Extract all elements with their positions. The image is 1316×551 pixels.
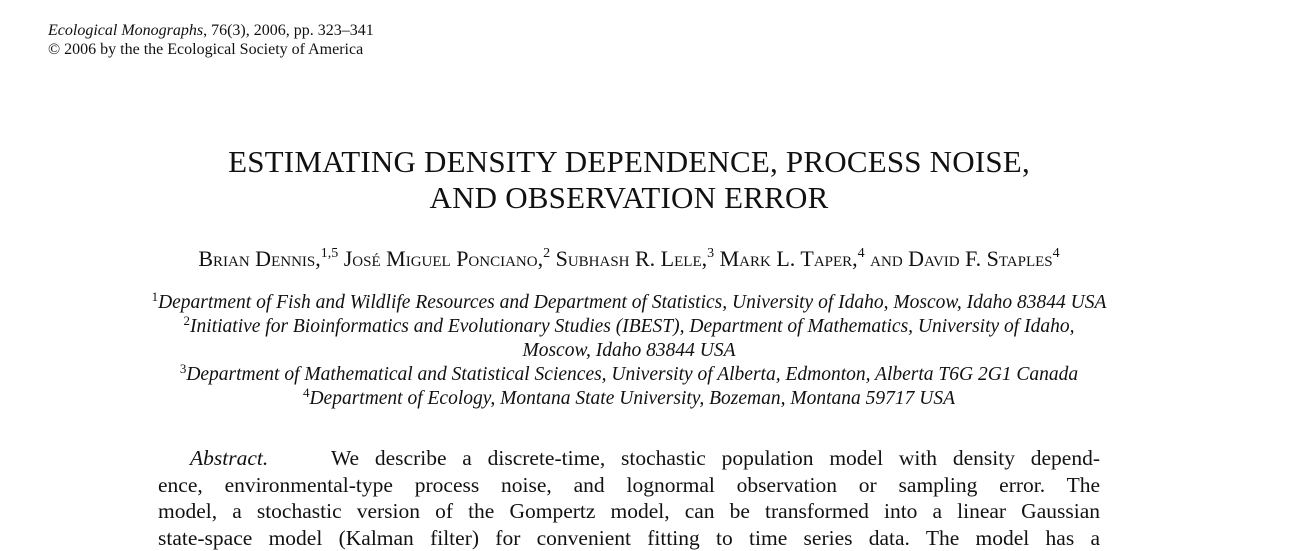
affiliation-text: Department of Mathematical and Statistic… [186, 364, 1078, 385]
copyright-line: © 2006 by the the Ecological Society of … [48, 40, 374, 59]
title-line-1: ESTIMATING DENSITY DEPENDENCE, PROCESS N… [0, 144, 1258, 180]
affiliation-item: 1Department of Fish and Wildlife Resourc… [0, 291, 1258, 315]
paper-title: ESTIMATING DENSITY DEPENDENCE, PROCESS N… [0, 144, 1258, 216]
abstract-line: ence, environmental-type process noise, … [158, 472, 1100, 499]
abstract-text: We describe a discrete-time, stochastic … [331, 446, 1100, 470]
affiliation-text: Initiative for Bioinformatics and Evolut… [190, 316, 1074, 337]
affiliation-item: 4Department of Ecology, Montana State Un… [0, 387, 1258, 411]
affiliation-continuation: Moscow, Idaho 83844 USA [0, 339, 1258, 363]
abstract-line: Abstract. We describe a discrete-time, s… [158, 445, 1100, 472]
journal-citation-line: Ecological Monographs, 76(3), 2006, pp. … [48, 21, 374, 40]
author-name: Mark L. Taper, [714, 246, 858, 271]
author-name: Brian Dennis, [198, 246, 320, 271]
affiliation-list: 1Department of Fish and Wildlife Resourc… [0, 291, 1258, 411]
author-name: Subhash R. Lele, [550, 246, 707, 271]
abstract-line: state-space model (Kalman filter) for co… [158, 525, 1100, 551]
affiliation-text: Department of Ecology, Montana State Uni… [309, 388, 955, 409]
abstract-label: Abstract. [190, 446, 268, 470]
title-line-2: AND OBSERVATION ERROR [0, 180, 1258, 216]
author-name: José Miguel Ponciano, [338, 246, 543, 271]
author-affiliation-marker: 4 [858, 246, 865, 261]
author-affiliation-marker: 1,5 [321, 246, 339, 261]
abstract-line: model, a stochastic version of the Gompe… [158, 498, 1100, 525]
affiliation-text: Department of Fish and Wildlife Resource… [158, 292, 1106, 313]
affiliation-item: 2Initiative for Bioinformatics and Evolu… [0, 315, 1258, 339]
affiliation-item: 3Department of Mathematical and Statisti… [0, 363, 1258, 387]
journal-name: Ecological Monographs [48, 22, 203, 39]
author-list: Brian Dennis,1,5 José Miguel Ponciano,2 … [0, 244, 1258, 274]
author-affiliation-marker: 4 [1053, 246, 1060, 261]
journal-header: Ecological Monographs, 76(3), 2006, pp. … [48, 21, 374, 59]
abstract: Abstract. We describe a discrete-time, s… [158, 445, 1100, 551]
author-name: and David F. Staples [865, 246, 1053, 271]
journal-citation: , 76(3), 2006, pp. 323–341 [203, 22, 374, 39]
